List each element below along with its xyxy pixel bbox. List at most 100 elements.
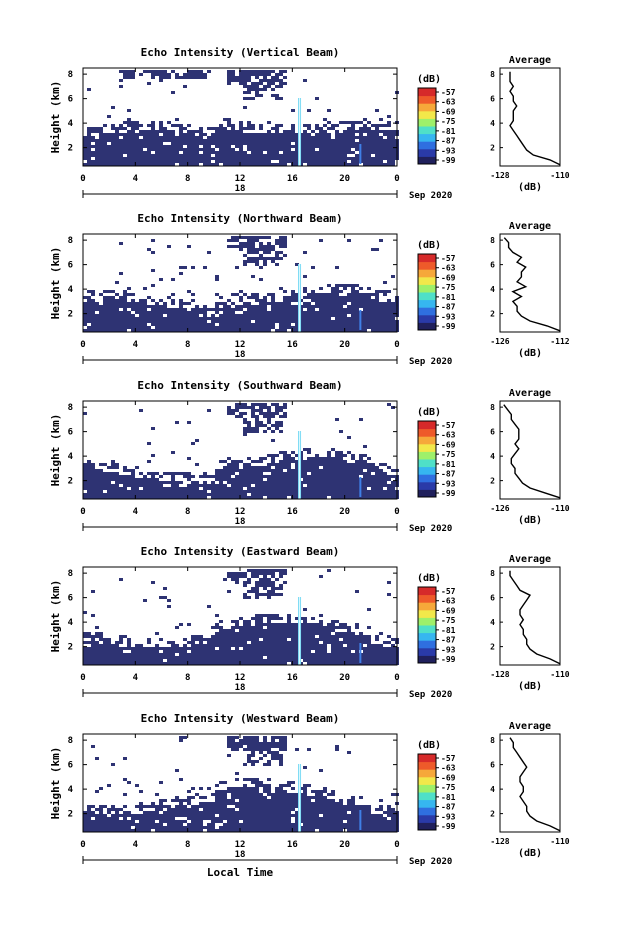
colorbar-swatch [418,269,436,278]
x-tick-label: 0 [80,340,85,350]
y-tick-label: 2 [68,310,73,320]
x-tick-label: 20 [339,174,350,184]
colorbar-swatch [418,126,436,135]
colorbar-swatch [418,754,436,763]
x-tick-label: 4 [133,507,139,517]
echo-panel-1: Echo Intensity (Northward Beam) 2 4 6 8 Heigh… [49,212,570,367]
average-profile-line [509,737,561,832]
y-tick-label: 2 [68,144,73,154]
colorbar-swatch [418,421,436,430]
x-tick-label: 12 [235,340,246,350]
average-y-tick-label: 6 [490,95,495,104]
colorbar-swatch [418,632,436,641]
heatmap-field [83,569,399,665]
colorbar-tick-label: -87 [441,303,456,312]
average-y-tick-label: 2 [490,144,495,153]
colorbar-tick-label: -81 [441,793,456,802]
x-tick-label: 0 [394,174,399,184]
echo-panel-4: Echo Intensity (Westward Beam) 2 4 6 8 Height… [49,712,570,879]
colorbar-swatch [418,761,436,770]
colorbar-swatch [418,133,436,142]
colorbar-tick-label: -57 [441,587,456,596]
colorbar-tick-label: -75 [441,117,456,126]
average-y-tick-label: 8 [490,569,495,578]
y-axis-label: Height (km) [49,81,62,154]
y-tick-label: 6 [68,95,73,105]
x-tick-label: 20 [339,340,350,350]
average-frame [499,233,561,333]
average-x-tick-label: -126 [490,337,509,346]
y-axis-label: Height (km) [49,747,62,820]
colorbar-swatch [418,481,436,490]
colorbar-swatch [418,276,436,285]
colorbar-tick-label: -63 [441,764,456,773]
colorbar-tick-label: -99 [441,156,456,165]
colorbar-swatch [418,647,436,656]
average-title: Average [509,55,551,66]
colorbar-frame [417,87,437,165]
colorbar-swatch [418,602,436,611]
average-y-tick-label: 6 [490,261,495,270]
colorbar-swatch [418,814,436,823]
average-title: Average [509,388,551,399]
colorbar-tick-label: -69 [441,273,456,282]
average-x-tick-label: -128 [490,670,509,679]
x-tick-label: 16 [287,507,298,517]
colorbar-swatch [418,769,436,778]
average-profile-line [509,570,561,665]
y-tick-label: 2 [68,810,73,820]
average-title: Average [509,554,551,565]
average-x-tick-label: -128 [490,171,509,180]
date-label: Sep 2020 [409,857,452,867]
colorbar-swatch [418,474,436,483]
heatmap-field [83,70,399,166]
colorbar-tick-label: -99 [441,322,456,331]
average-x-label: (dB) [518,515,542,526]
average-x-tick-label: -110 [550,837,569,846]
average-x-label: (dB) [518,182,542,193]
heatmap-field [83,403,399,499]
average-x-tick-label: -128 [490,837,509,846]
x-tick-label: 8 [185,340,190,350]
average-y-tick-label: 4 [490,119,495,128]
y-axis-label: Height (km) [49,414,62,487]
average-y-tick-label: 4 [490,618,495,627]
colorbar-tick-label: -93 [441,645,456,654]
colorbar-swatch [418,307,436,316]
colorbar-swatch [418,261,436,270]
colorbar-swatch [418,443,436,452]
colorbar-swatch [418,141,436,150]
colorbar-tick-label: -63 [441,264,456,273]
x-tick-label: 16 [287,174,298,184]
y-tick-label: 4 [68,618,74,628]
x-tick-label: 0 [80,174,85,184]
colorbar-swatch [418,156,436,165]
y-tick-label: 8 [68,736,73,746]
x-tick-label: 12 [235,507,246,517]
panel-title: Echo Intensity (Westward Beam) [141,712,340,725]
colorbar-tick-label: -99 [441,655,456,664]
colorbar-swatch [418,625,436,634]
y-tick-label: 2 [68,643,73,653]
average-x-label: (dB) [518,681,542,692]
colorbar-swatch [418,118,436,127]
y-tick-label: 8 [68,569,73,579]
average-y-tick-label: 8 [490,70,495,79]
colorbar-tick-label: -93 [441,312,456,321]
x-tick-label: 8 [185,507,190,517]
colorbar-swatch [418,292,436,301]
colorbar-swatch [418,110,436,119]
colorbar-tick-label: -87 [441,636,456,645]
average-profile-line [503,404,561,499]
colorbar-swatch [418,587,436,596]
colorbar-tick-label: -57 [441,254,456,263]
day-label: 18 [235,683,246,693]
echo-spike-faint [359,477,362,497]
colorbar-tick-label: -75 [441,783,456,792]
colorbar-tick-label: -81 [441,626,456,635]
x-axis-label: Local Time [207,866,274,879]
average-x-label: (dB) [518,348,542,359]
colorbar-swatch [418,284,436,293]
colorbar-swatch [418,299,436,308]
